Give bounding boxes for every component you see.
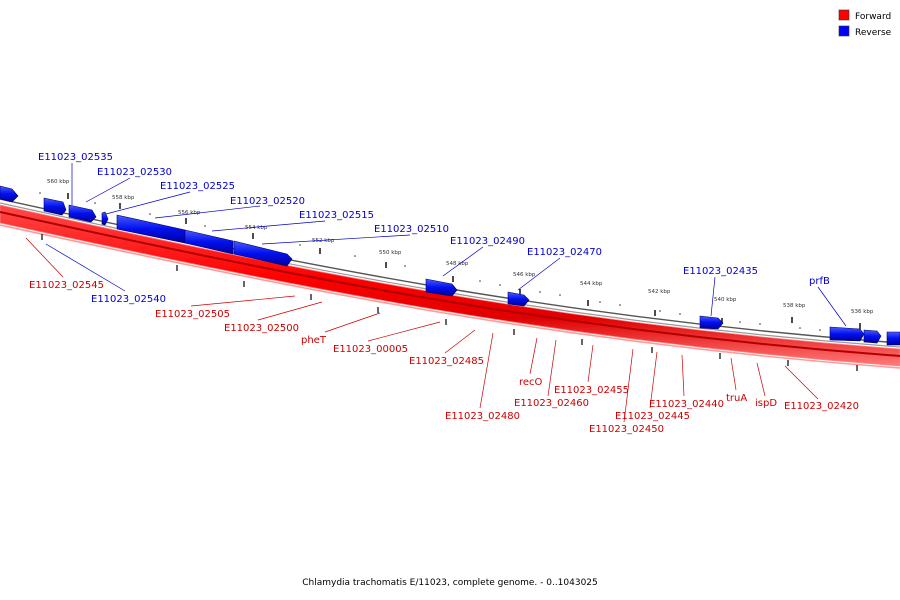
reverse-gene-blocks: [0, 185, 900, 346]
tick-label: 548 kbp: [446, 261, 469, 267]
reverse-leader-lines: [45, 163, 847, 327]
gene-label: E11023_02435: [683, 266, 758, 277]
forward-gene-labels: E11023_02545 E11023_02505 E11023_02500 p…: [29, 280, 859, 435]
scale-tick-labels: 560 kbp 558 kbp 556 kbp 554 kbp 552 kbp …: [47, 179, 874, 315]
gene-label: E11023_02545: [29, 280, 104, 291]
gene-label: E11023_02480: [445, 411, 520, 422]
forward-strand-core: [0, 211, 900, 357]
gene-label: E11023_02510: [374, 224, 449, 235]
gene-block: [507, 291, 530, 307]
gene-label: E11023_00005: [333, 344, 408, 355]
gene-label: E11023_02530: [97, 167, 172, 178]
gene-block: [829, 326, 865, 342]
legend-swatch-forward: [838, 9, 850, 21]
gene-label: E11023_02450: [589, 424, 664, 435]
gene-label: E11023_02470: [527, 247, 602, 258]
tick-label: 558 kbp: [112, 195, 135, 201]
tick-label: 550 kbp: [379, 250, 402, 256]
tick-label: 554 kbp: [245, 225, 268, 231]
gene-block: [184, 229, 234, 255]
legend-label-forward: Forward: [855, 12, 891, 22]
gene-block: [233, 240, 293, 267]
gene-block: [425, 278, 458, 297]
tick-label: 544 kbp: [580, 281, 603, 287]
gene-label: recO: [519, 377, 543, 388]
legend-label-reverse: Reverse: [855, 28, 892, 38]
forward-strand-band: [0, 204, 900, 367]
gene-block: [68, 204, 97, 223]
gene-label: E11023_02440: [649, 399, 724, 410]
gene-label: E11023_02520: [230, 196, 305, 207]
gene-block: [886, 331, 900, 346]
gene-label: E11023_02515: [299, 210, 374, 221]
figure-caption: Chlamydia trachomatis E/11023, complete …: [302, 578, 598, 588]
tick-label: 560 kbp: [47, 179, 70, 185]
gene-label: truA: [726, 393, 747, 404]
forward-strand-edge: [0, 224, 900, 369]
tick-label: 552 kbp: [312, 238, 335, 244]
gene-label: E11023_02455: [554, 385, 629, 396]
gene-label: E11023_02540: [91, 294, 166, 305]
gene-block: [0, 185, 19, 203]
gene-label: E11023_02485: [409, 356, 484, 367]
gene-label: E11023_02460: [514, 398, 589, 409]
reverse-gene-labels: E11023_02535 E11023_02530 E11023_02525 E…: [38, 152, 830, 305]
forward-gene-marks: [41, 234, 858, 371]
tick-label: 546 kbp: [513, 272, 536, 278]
tick-label: 542 kbp: [648, 289, 671, 295]
gene-block: [43, 197, 67, 216]
gene-label: prfB: [809, 276, 830, 287]
gene-label: E11023_02420: [784, 401, 859, 412]
gene-label: E11023_02490: [450, 236, 525, 247]
gene-label: E11023_02500: [224, 323, 299, 334]
gene-label: ispD: [755, 398, 777, 409]
tick-label: 538 kbp: [783, 303, 806, 309]
tick-label: 536 kbp: [851, 309, 874, 315]
forward-leader-lines: [25, 237, 819, 423]
gene-block: [101, 211, 109, 226]
tick-label: 540 kbp: [714, 297, 737, 303]
gene-label: E11023_02525: [160, 181, 235, 192]
scale-dots: [39, 192, 821, 331]
gene-block: [863, 329, 882, 344]
gene-label: E11023_02445: [615, 411, 690, 422]
legend-swatch-reverse: [838, 25, 850, 37]
legend: Forward Reverse: [838, 9, 892, 38]
gene-label: pheT: [301, 335, 327, 346]
gene-label: E11023_02505: [155, 309, 230, 320]
gene-label: E11023_02535: [38, 152, 113, 163]
tick-label: 556 kbp: [178, 210, 201, 216]
gene-block: [699, 315, 724, 330]
